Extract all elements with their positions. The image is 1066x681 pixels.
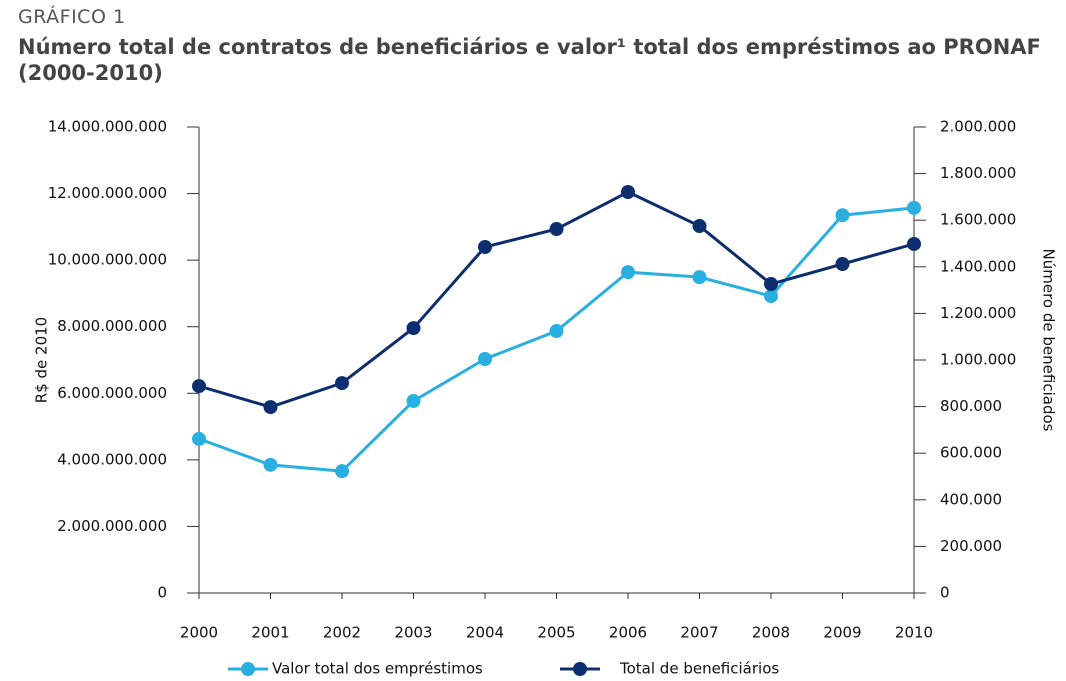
y2-tick-label: 200.000	[940, 537, 1002, 555]
x-tick-label: 2000	[180, 624, 218, 642]
data-point	[692, 270, 707, 285]
x-tick-label: 2006	[609, 624, 647, 642]
x-tick-label: 2002	[323, 624, 361, 642]
y-tick-label: 2.000.000.000	[57, 517, 167, 535]
y-axis-label: R$ de 2010	[33, 317, 51, 403]
x-tick-label: 2008	[752, 624, 790, 642]
data-point	[478, 352, 492, 367]
data-point	[263, 400, 278, 415]
data-point	[263, 457, 278, 472]
data-point	[335, 376, 349, 391]
x-tick-label: 2009	[823, 624, 861, 642]
y-tick-label: 12.000.000.000	[48, 184, 167, 202]
data-point	[764, 277, 778, 292]
data-point	[406, 321, 421, 336]
data-point	[621, 185, 635, 200]
data-point	[692, 219, 707, 234]
y2-tick-label: 1.800.000	[940, 164, 1016, 182]
y-tick-label: 0	[157, 584, 167, 602]
x-tick-label: 2005	[537, 624, 575, 642]
data-point	[192, 431, 206, 446]
y2-tick-label: 800.000	[940, 397, 1002, 415]
y-tick-label: 14.000.000.000	[48, 118, 167, 136]
legend-label: Valor total dos empréstimos	[272, 660, 483, 678]
y-tick-label: 4.000.000.000	[57, 450, 167, 468]
data-point	[907, 236, 921, 251]
data-point	[478, 239, 492, 254]
x-tick-label: 2010	[895, 624, 933, 642]
y2-tick-label: 0	[940, 584, 950, 602]
data-point	[764, 289, 778, 304]
y-tick-label: 8.000.000.000	[57, 317, 167, 335]
data-point	[549, 222, 564, 237]
legend-label: Total de beneficiários	[619, 660, 779, 678]
chart-title: Número total de contratos de beneficiári…	[18, 35, 1041, 85]
y2-tick-label: 1.200.000	[940, 304, 1016, 322]
y2-tick-label: 1.600.000	[940, 211, 1016, 229]
legend-marker	[241, 662, 255, 676]
data-point	[549, 324, 564, 339]
y2-tick-label: 400.000	[940, 490, 1002, 508]
data-point	[907, 200, 921, 215]
y-tick-label: 6.000.000.000	[57, 384, 167, 402]
data-point	[335, 464, 349, 479]
y-tick-label: 10.000.000.000	[48, 251, 167, 269]
x-tick-label: 2007	[680, 624, 718, 642]
chart-supertitle: GRÁFICO 1	[18, 6, 126, 28]
data-point	[406, 393, 421, 408]
data-point	[835, 208, 850, 223]
y2-tick-label: 1.400.000	[940, 257, 1016, 275]
y2-tick-label: 2.000.000	[940, 118, 1016, 136]
legend-marker	[573, 662, 587, 676]
y2-tick-label: 1.000.000	[940, 351, 1016, 369]
x-tick-label: 2001	[251, 624, 289, 642]
y2-axis-label: Número de beneficiados	[1040, 249, 1058, 432]
x-tick-label: 2004	[466, 624, 504, 642]
data-point	[192, 379, 206, 394]
y2-tick-label: 600.000	[940, 444, 1002, 462]
data-point	[621, 265, 635, 280]
data-point	[835, 257, 850, 272]
series-line	[198, 206, 915, 473]
x-tick-label: 2003	[394, 624, 432, 642]
